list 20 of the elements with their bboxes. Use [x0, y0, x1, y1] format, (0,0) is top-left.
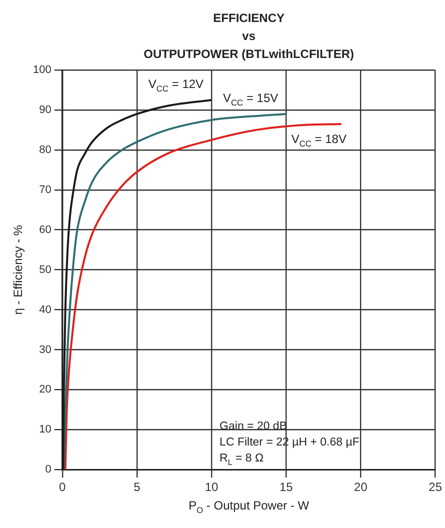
- x-tick-label: 25: [428, 480, 442, 494]
- y-axis-title: η - Efficiency - %: [11, 224, 25, 315]
- y-tick-label: 70: [39, 184, 52, 196]
- chart-title: EFFICIENCY vs OUTPUTPOWER (BTLwithLCFILTER): [144, 11, 354, 61]
- y-tick-label: 100: [32, 64, 52, 76]
- x-tick-label: 15: [279, 480, 294, 494]
- y-tick-label: 60: [39, 224, 52, 236]
- x-tick-label: 10: [204, 480, 219, 494]
- y-tick-label: 10: [39, 424, 52, 436]
- y-tick-label: 30: [39, 344, 52, 356]
- x-tick-label: 5: [134, 480, 141, 494]
- y-tick-label: 40: [39, 304, 52, 316]
- y-tick-label: 0: [45, 464, 52, 476]
- y-tick-label: 20: [39, 384, 52, 396]
- y-tick-label: 90: [39, 104, 52, 116]
- y-tick-label: 80: [39, 144, 52, 156]
- x-tick-label: 20: [354, 480, 368, 494]
- x-tick-label: 0: [59, 480, 66, 494]
- line-series: [62, 112, 288, 470]
- y-tick-label: 50: [39, 264, 52, 276]
